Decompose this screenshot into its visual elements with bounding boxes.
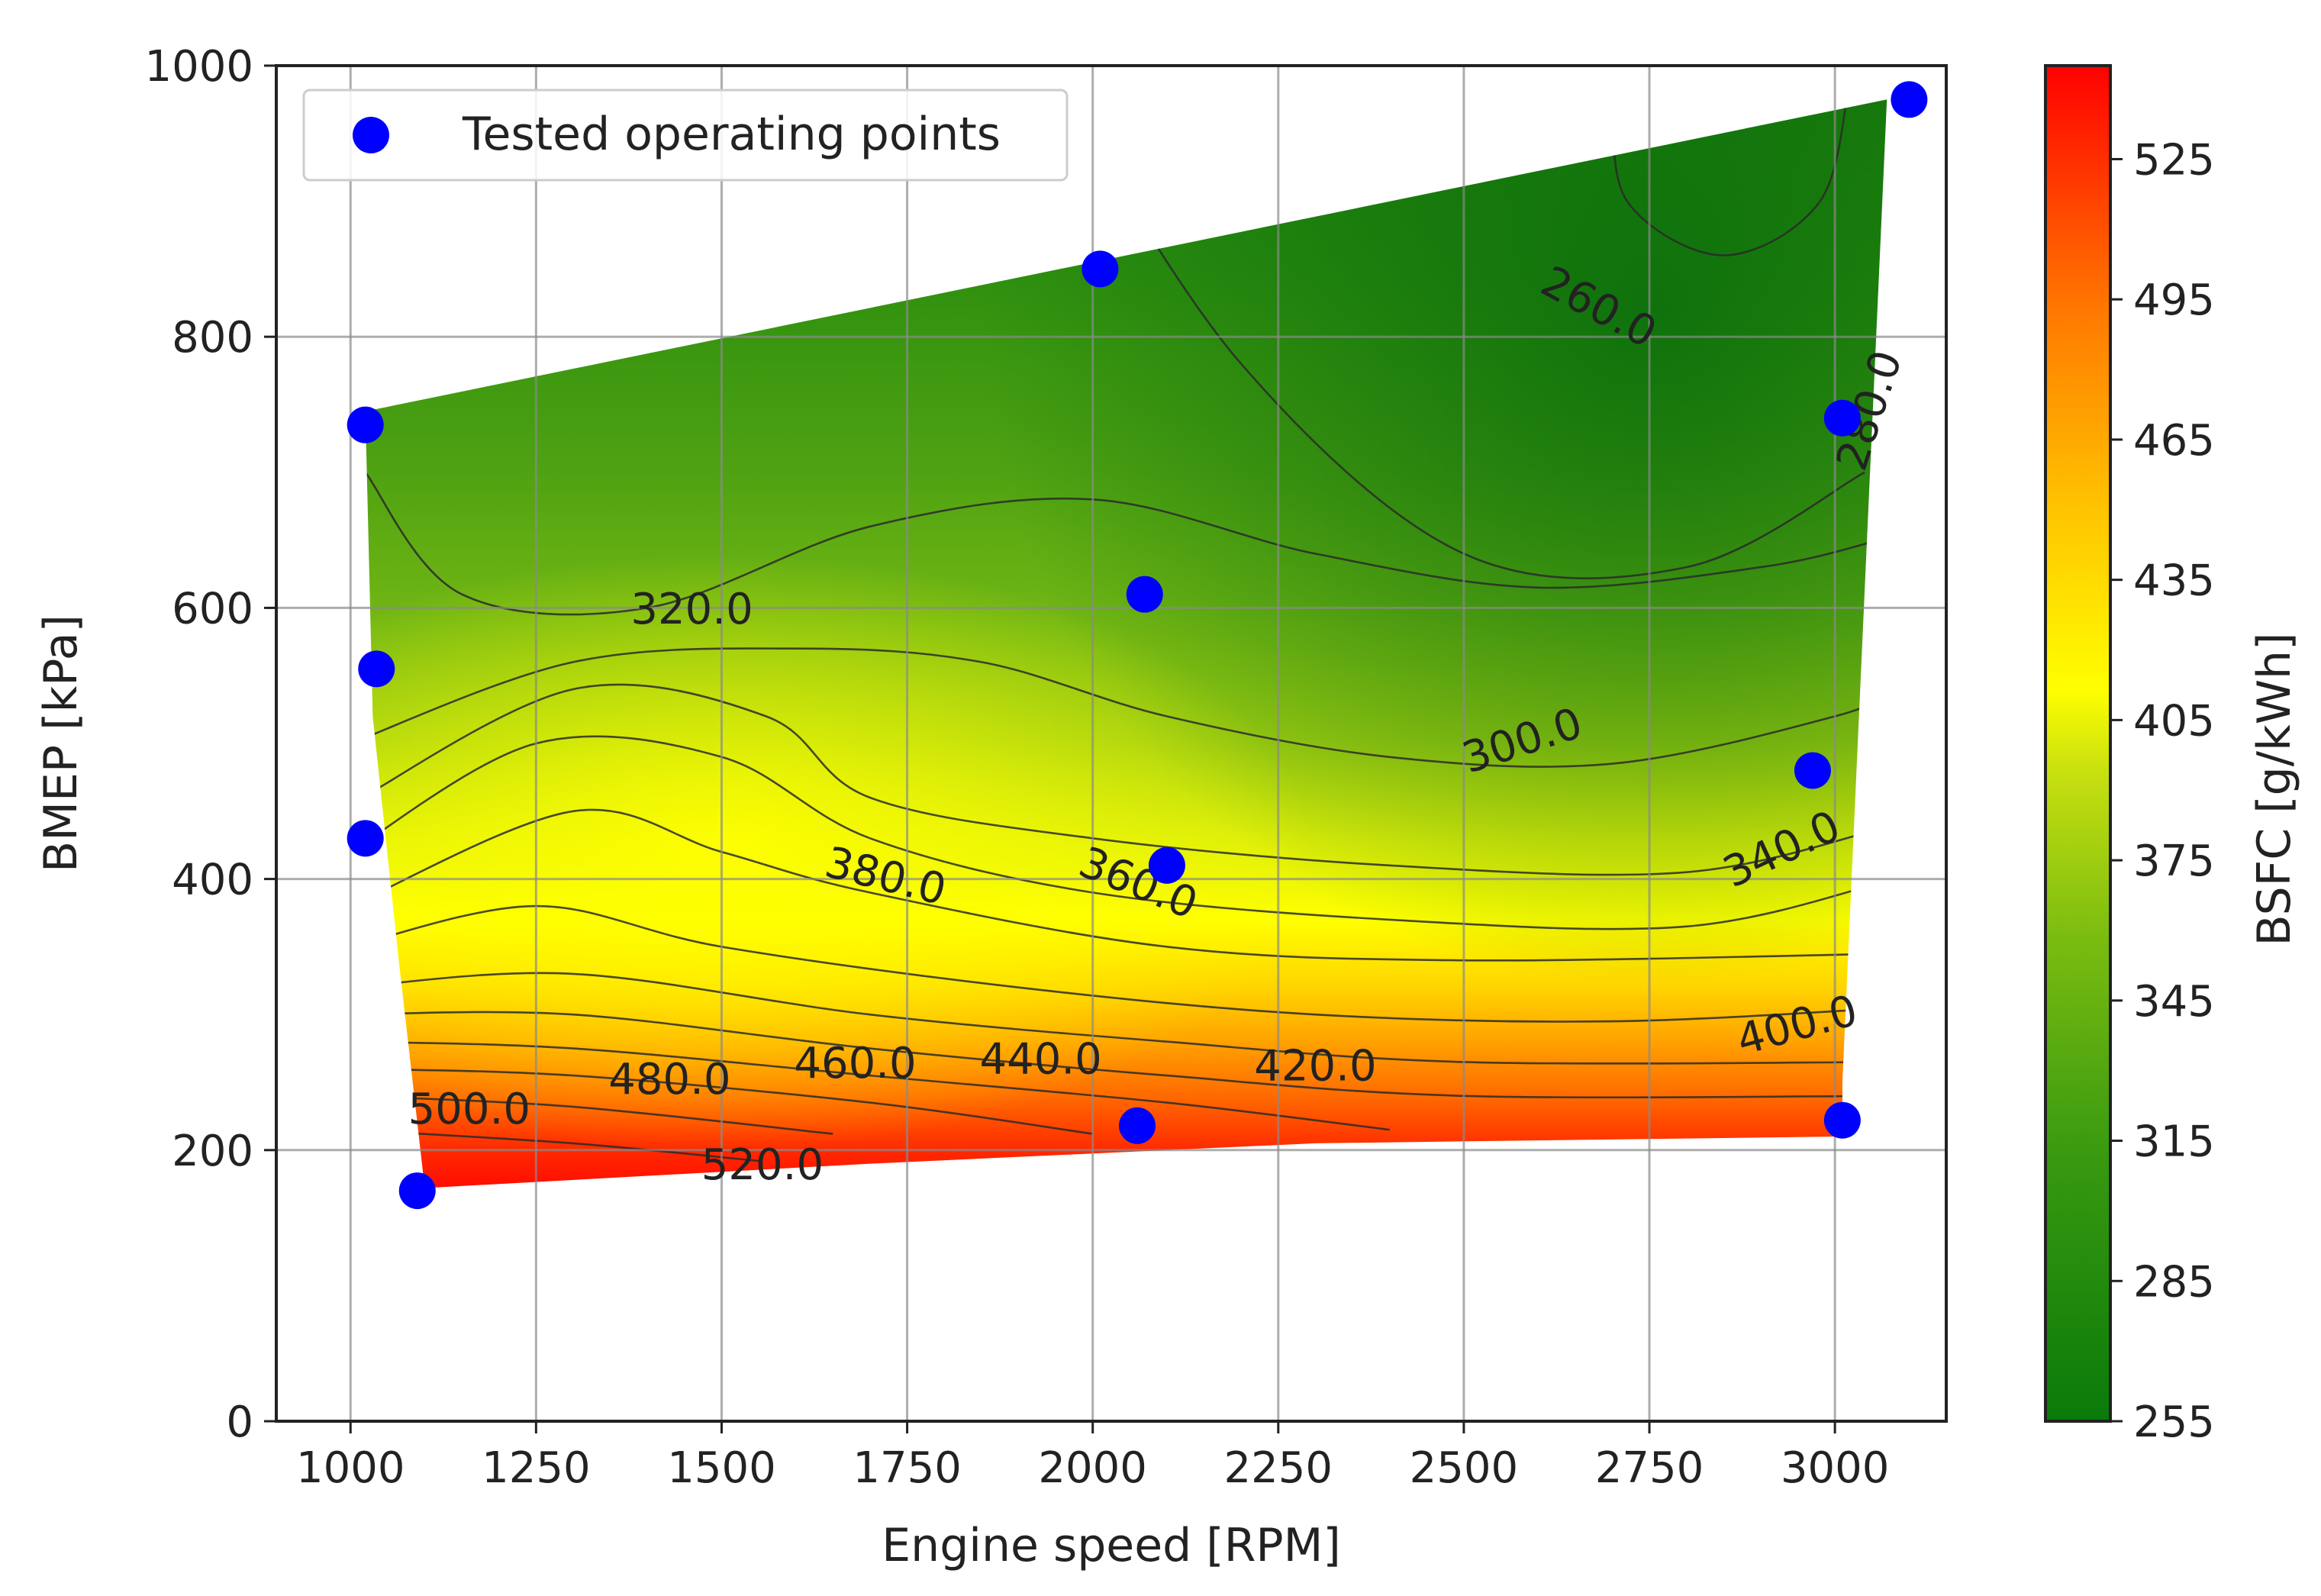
x-axis-title: Engine speed [RPM] xyxy=(882,1519,1341,1572)
legend-label: Tested operating points xyxy=(462,108,1001,161)
y-tick-label: 600 xyxy=(172,584,253,634)
y-tick-label: 1000 xyxy=(144,42,253,92)
x-tick-label: 1250 xyxy=(482,1443,591,1493)
operating-point xyxy=(1082,250,1119,288)
y-axis-ticks: 0 200 400 600 800 1000 xyxy=(144,42,276,1447)
contour-line xyxy=(365,904,1887,1023)
contour-line xyxy=(365,647,1887,768)
plot-area: 260.0280.0300.0320.0340.0360.0380.0400.0… xyxy=(34,42,1948,1572)
y-tick-label: 400 xyxy=(172,856,253,905)
colorbar-tick-label: 495 xyxy=(2133,276,2215,325)
colorbar-ticks: 255 285 315 345 375 405 435 465 495 525 xyxy=(2110,135,2215,1447)
contour-label: 420.0 xyxy=(1254,1041,1376,1091)
bsfc-color-field xyxy=(365,99,1887,1188)
y-tick-label: 200 xyxy=(172,1127,253,1176)
colorbar-tick-label: 255 xyxy=(2133,1398,2215,1447)
x-tick-label: 1750 xyxy=(853,1443,962,1493)
colorbar-tick-label: 405 xyxy=(2133,696,2215,746)
x-tick-label: 2250 xyxy=(1224,1443,1333,1493)
operating-point xyxy=(1823,399,1861,437)
contour-label: 480.0 xyxy=(608,1055,730,1104)
operating-point xyxy=(1119,1107,1156,1144)
x-tick-label: 3000 xyxy=(1781,1443,1890,1493)
y-tick-label: 800 xyxy=(172,313,253,363)
contour-label: 500.0 xyxy=(408,1085,530,1134)
operating-point xyxy=(398,1172,436,1210)
legend-marker xyxy=(353,117,389,153)
operating-point xyxy=(347,820,384,857)
colorbar-title: BSFC [g/kWh] xyxy=(2248,633,2301,946)
y-tick-label: 0 xyxy=(226,1398,253,1447)
operating-point xyxy=(1891,81,1928,118)
x-tick-label: 2500 xyxy=(1410,1443,1519,1493)
axes-frame xyxy=(275,64,1948,1423)
contour-line xyxy=(365,1011,1887,1099)
colorbar-gradient xyxy=(2044,64,2112,1423)
x-tick-label: 1500 xyxy=(667,1443,776,1493)
contour-lines xyxy=(365,99,1887,1162)
x-tick-label: 2750 xyxy=(1595,1443,1704,1493)
legend: Tested operating points xyxy=(302,89,1069,182)
legend-box xyxy=(302,89,1069,182)
contour-line xyxy=(365,1040,1390,1131)
colorbar-tick-label: 315 xyxy=(2133,1117,2215,1167)
contour-line xyxy=(365,972,1887,1065)
operating-point xyxy=(1148,846,1185,884)
operating-point xyxy=(1823,1101,1861,1139)
contour-line xyxy=(365,808,1887,962)
scatter-points xyxy=(347,81,1928,1210)
x-tick-label: 2000 xyxy=(1038,1443,1147,1493)
contour-label: 320.0 xyxy=(630,585,753,634)
contour-label: 460.0 xyxy=(794,1039,916,1088)
operating-point xyxy=(347,406,384,443)
colorbar-tick-label: 465 xyxy=(2133,416,2215,466)
contour-label: 440.0 xyxy=(979,1035,1101,1085)
colorbar-tick-label: 525 xyxy=(2133,135,2215,185)
y-axis-title: BMEP [kPa] xyxy=(34,614,88,872)
contour-line xyxy=(365,683,1887,876)
x-tick-label: 1000 xyxy=(296,1443,405,1493)
colorbar-tick-label: 435 xyxy=(2133,556,2215,606)
operating-point xyxy=(1794,752,1831,789)
x-axis-ticks: 1000 1250 1500 1750 2000 2250 2500 2750 3000 xyxy=(296,1421,1889,1493)
contour-label: 520.0 xyxy=(701,1140,824,1190)
contour-line xyxy=(1062,99,1865,579)
contour-line xyxy=(1611,99,1851,256)
colorbar-tick-label: 375 xyxy=(2133,837,2215,886)
colorbar-tick-label: 345 xyxy=(2133,977,2215,1027)
operating-point xyxy=(358,650,395,688)
colorbar: 255 285 315 345 375 405 435 465 495 525 BSFC [g/k… xyxy=(2044,64,2301,1447)
colorbar-tick-label: 285 xyxy=(2133,1257,2215,1307)
contour-line xyxy=(365,735,1887,930)
operating-point xyxy=(1126,576,1163,613)
